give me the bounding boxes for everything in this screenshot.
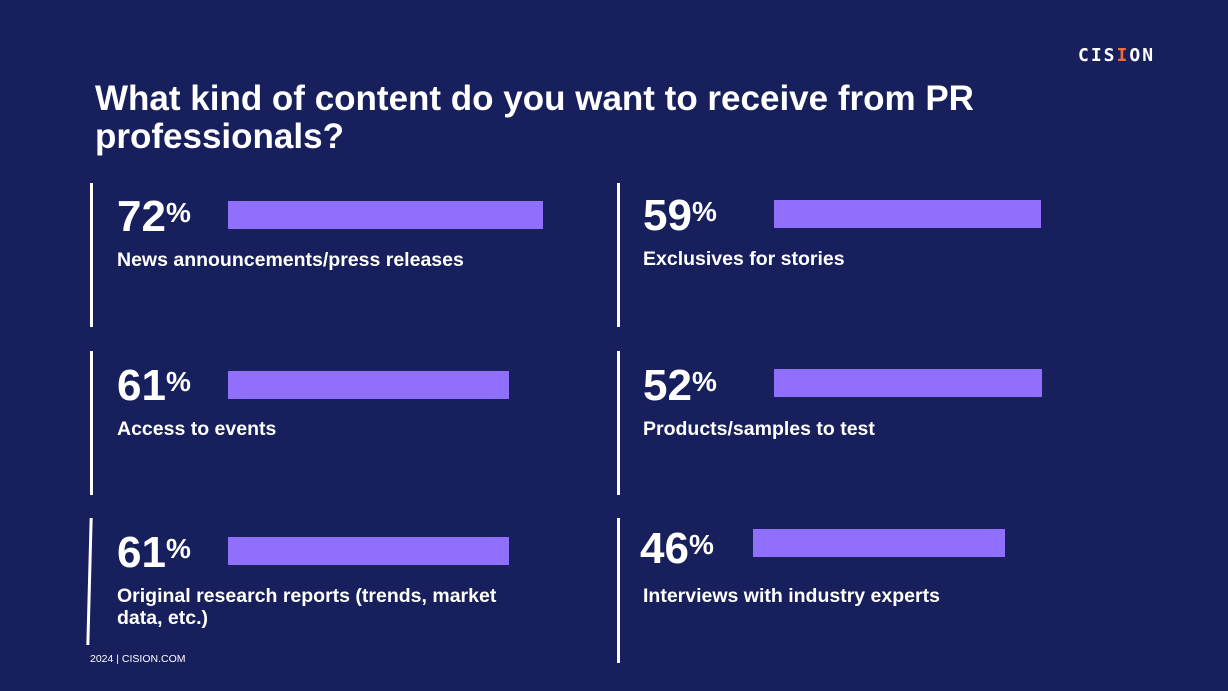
value-number: 59 xyxy=(643,191,692,240)
value-label: 61% xyxy=(117,531,191,575)
value-label: 46% xyxy=(640,527,714,571)
category-label: Exclusives for stories xyxy=(643,248,845,270)
percent-sign: % xyxy=(165,366,191,397)
divider-line xyxy=(90,183,93,327)
bar xyxy=(228,371,509,399)
value-number: 61 xyxy=(117,361,166,410)
value-number: 52 xyxy=(643,361,692,410)
bar xyxy=(228,201,543,229)
percent-sign: % xyxy=(691,366,717,397)
divider-line xyxy=(617,351,620,495)
divider-line xyxy=(617,518,620,663)
value-number: 61 xyxy=(117,528,166,577)
percent-sign: % xyxy=(165,197,191,228)
category-label: Original research reports (trends, marke… xyxy=(117,585,497,629)
category-label: Products/samples to test xyxy=(643,418,875,440)
bar xyxy=(774,369,1042,397)
bar xyxy=(753,529,1005,557)
percent-sign: % xyxy=(688,529,714,560)
value-label: 72% xyxy=(117,195,191,239)
percent-sign: % xyxy=(691,196,717,227)
divider-line xyxy=(86,518,93,645)
divider-line xyxy=(90,351,93,495)
percent-sign: % xyxy=(165,533,191,564)
cision-logo: CISION xyxy=(1078,45,1156,66)
value-label: 52% xyxy=(643,364,717,408)
page-title: What kind of content do you want to rece… xyxy=(95,79,974,156)
value-number: 46 xyxy=(640,524,689,573)
bar xyxy=(774,200,1041,228)
value-number: 72 xyxy=(117,192,166,241)
category-label: Access to events xyxy=(117,418,277,440)
bar xyxy=(228,537,509,565)
footer: 2024 | CISION.COM xyxy=(90,653,186,665)
value-label: 59% xyxy=(643,194,717,238)
value-label: 61% xyxy=(117,364,191,408)
category-label: News announcements/press releases xyxy=(117,249,464,271)
divider-line xyxy=(617,183,620,327)
category-label: Interviews with industry experts xyxy=(643,585,940,607)
